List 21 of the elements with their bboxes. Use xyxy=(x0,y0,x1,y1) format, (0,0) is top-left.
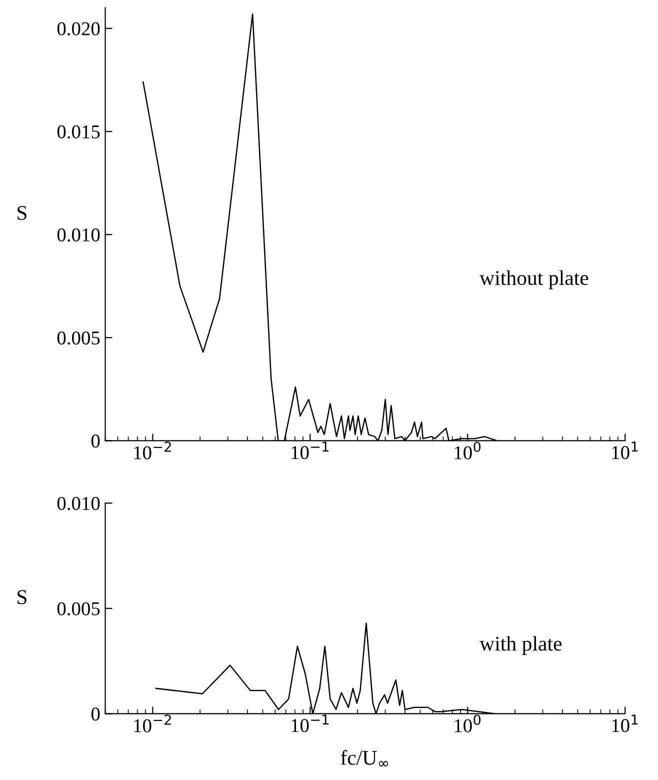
x-tick-label: 10$^{−1}$ xyxy=(292,442,328,460)
x-tick-label: 10$^{−2}$ xyxy=(134,714,171,732)
y-tick-label: 0.005 xyxy=(57,331,100,345)
y-tick-label: 0.010 xyxy=(57,228,100,242)
x-tick-label: 10$^{0}$ xyxy=(454,714,481,732)
y-tick-label: 0.020 xyxy=(57,22,100,36)
annotation: without plate xyxy=(480,270,588,290)
annotation: with plate xyxy=(480,636,562,655)
x-tick-label: 10$^{−1}$ xyxy=(292,714,328,732)
y-tick-label: 0 xyxy=(91,708,100,721)
y-tick-label: 0.015 xyxy=(57,125,100,139)
x-tick-label: 10$^{1}$ xyxy=(612,442,638,460)
x-tick-label: 10$^{0}$ xyxy=(454,442,481,460)
x-tick-label: 10$^{1}$ xyxy=(612,714,638,732)
y-axis-title: S xyxy=(18,206,26,220)
y-axis-title: S xyxy=(18,590,26,604)
y-tick-label: 0.005 xyxy=(57,602,100,616)
y-tick-label: 0.010 xyxy=(57,496,100,510)
x-axis-title: fc/U$_{∞}$ xyxy=(340,750,388,766)
y-tick-label: 0 xyxy=(91,434,100,448)
x-tick-label: 10$^{−2}$ xyxy=(134,442,171,460)
